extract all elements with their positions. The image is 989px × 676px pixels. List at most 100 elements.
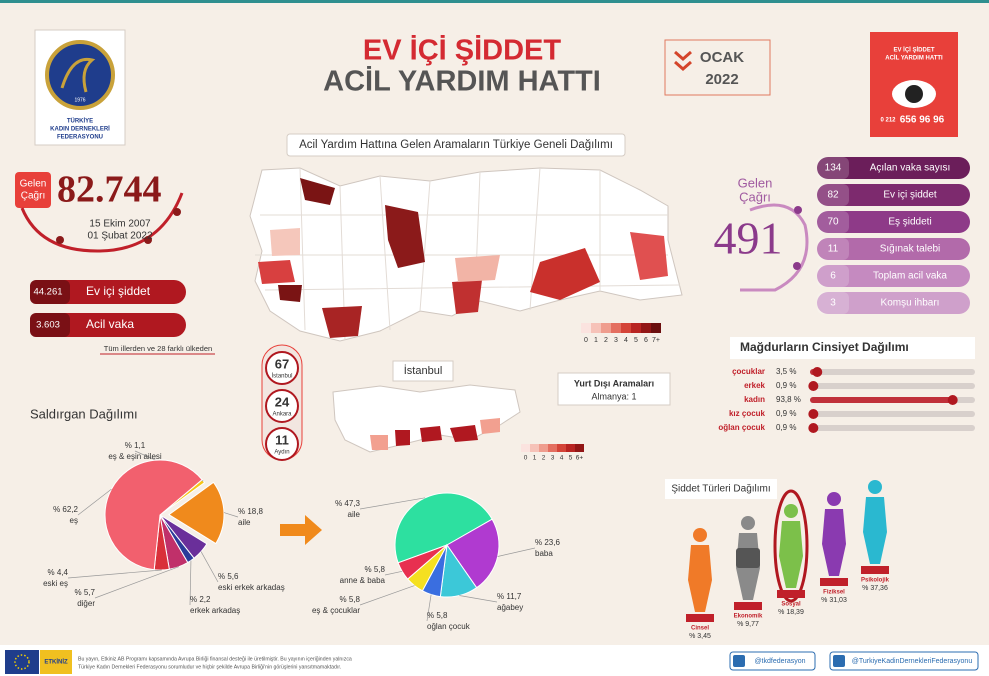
gender-track xyxy=(810,369,975,375)
figure-plinth xyxy=(777,590,805,598)
figure-head xyxy=(741,516,755,530)
pie-label: oğlan çocuk xyxy=(427,622,471,631)
legend-swatch xyxy=(548,444,557,452)
pie-slice xyxy=(168,481,225,545)
leader-line xyxy=(67,569,162,579)
istanbul-title-box xyxy=(392,360,454,382)
pie-label: eş & çocuklar xyxy=(312,606,360,615)
legend-swatch xyxy=(521,444,530,452)
poster-phone: 656 96 96 xyxy=(900,115,945,126)
monthly-item-value: 3 xyxy=(830,298,836,309)
pie-label: anne & baba xyxy=(340,576,386,585)
legend-swatch xyxy=(651,323,661,333)
date-year: 2022 xyxy=(705,71,738,88)
legend-label: 2 xyxy=(604,337,608,344)
province-high xyxy=(385,205,425,268)
pie-value: % 5,6 xyxy=(218,572,239,581)
pie-label: aile xyxy=(238,518,251,527)
monthly-badge xyxy=(817,265,849,287)
gender-track xyxy=(810,425,975,431)
gender-dot xyxy=(808,423,819,433)
figure-plinth xyxy=(861,566,889,574)
violence-value: % 3,45 xyxy=(689,633,711,640)
legend-swatch xyxy=(575,444,584,452)
monthly-pill xyxy=(817,292,970,314)
gender-label: kız çocuk xyxy=(729,409,766,418)
legend-label: 7+ xyxy=(652,337,660,344)
leader-line xyxy=(459,595,498,603)
legend-swatch xyxy=(601,323,611,333)
district-high xyxy=(395,425,478,446)
pie-value: % 11,7 xyxy=(497,592,522,601)
monthly-item-label: Sığınak talebi xyxy=(880,244,941,255)
gender-value: 0,9 % xyxy=(776,409,796,418)
gender-value: 0,9 % xyxy=(776,423,796,432)
legend-label: 0 xyxy=(584,337,588,344)
pie-label: eski erkek arkadaş xyxy=(218,583,285,592)
gender-value: 0,9 % xyxy=(776,381,796,390)
twitter-icon xyxy=(733,655,745,667)
gender-track xyxy=(810,383,975,389)
twitter-link[interactable] xyxy=(729,651,816,671)
arc-dot xyxy=(144,236,152,244)
gender-dot xyxy=(947,395,958,405)
calls-arc xyxy=(20,192,184,253)
abroad-box xyxy=(557,372,671,406)
figure-plinth xyxy=(686,614,714,622)
summary-label: Ev içi şiddet xyxy=(86,284,151,298)
violence-value: % 37,36 xyxy=(862,585,888,592)
city-value: 24 xyxy=(275,394,290,409)
province-high xyxy=(278,285,302,302)
monthly-pill xyxy=(817,184,970,206)
leader-line xyxy=(497,547,536,557)
monthly-pill xyxy=(817,211,970,233)
calls-value: 82.744 xyxy=(57,169,162,211)
pie-label: erkek arkadaş xyxy=(190,606,240,615)
legend-swatch xyxy=(591,323,601,333)
map-title-box xyxy=(286,133,626,157)
pie-label: baba xyxy=(535,549,553,558)
monthly-badge xyxy=(817,238,849,260)
pie-label: aile xyxy=(348,510,361,519)
poster-pupil xyxy=(905,85,923,103)
lock xyxy=(736,548,760,568)
pie-value: % 1,1 xyxy=(125,441,146,450)
summary-note: Tüm illerden ve 28 farklı ülkeden xyxy=(104,344,212,353)
legend-label: 3 xyxy=(614,337,618,344)
monthly-label: Çağrı xyxy=(739,189,771,204)
logo-name: FEDERASYONU xyxy=(57,135,103,141)
gender-dot xyxy=(808,409,819,419)
arc-dot xyxy=(794,206,802,214)
violence-title-box xyxy=(665,479,777,499)
legend-swatch xyxy=(621,323,631,333)
pie-value: % 4,4 xyxy=(48,568,69,577)
summary-badge xyxy=(30,313,70,337)
poster-text: EV İÇİ ŞİDDET xyxy=(893,47,934,54)
pie-label: diğer xyxy=(77,599,95,608)
leader-line xyxy=(77,488,112,516)
pie-label: eş & eşin ailesi xyxy=(108,452,162,461)
city-value: 67 xyxy=(275,356,289,371)
pie-value: % 5,8 xyxy=(340,595,361,604)
province-mid xyxy=(258,260,295,284)
violence-label: Fiziksel xyxy=(823,590,845,596)
pie-value: % 5,7 xyxy=(75,588,96,597)
pie-slice xyxy=(104,459,203,571)
monthly-item-label: Toplam acil vaka xyxy=(873,271,947,282)
monthly-item-value: 11 xyxy=(828,244,839,255)
calls-tag xyxy=(15,172,51,208)
monthly-item-value: 6 xyxy=(830,271,836,282)
monthly-arc xyxy=(740,203,809,292)
violence-value: % 9,77 xyxy=(737,621,759,628)
legend-swatch xyxy=(557,444,566,452)
figure-body xyxy=(863,497,887,564)
leader-line xyxy=(359,585,415,606)
province-borders xyxy=(255,167,681,341)
logo-year: 1976 xyxy=(74,97,85,103)
monthly-badge xyxy=(817,184,849,206)
pie-label: eş xyxy=(70,516,78,525)
facebook-link[interactable] xyxy=(829,651,979,671)
province-mid xyxy=(322,306,362,338)
